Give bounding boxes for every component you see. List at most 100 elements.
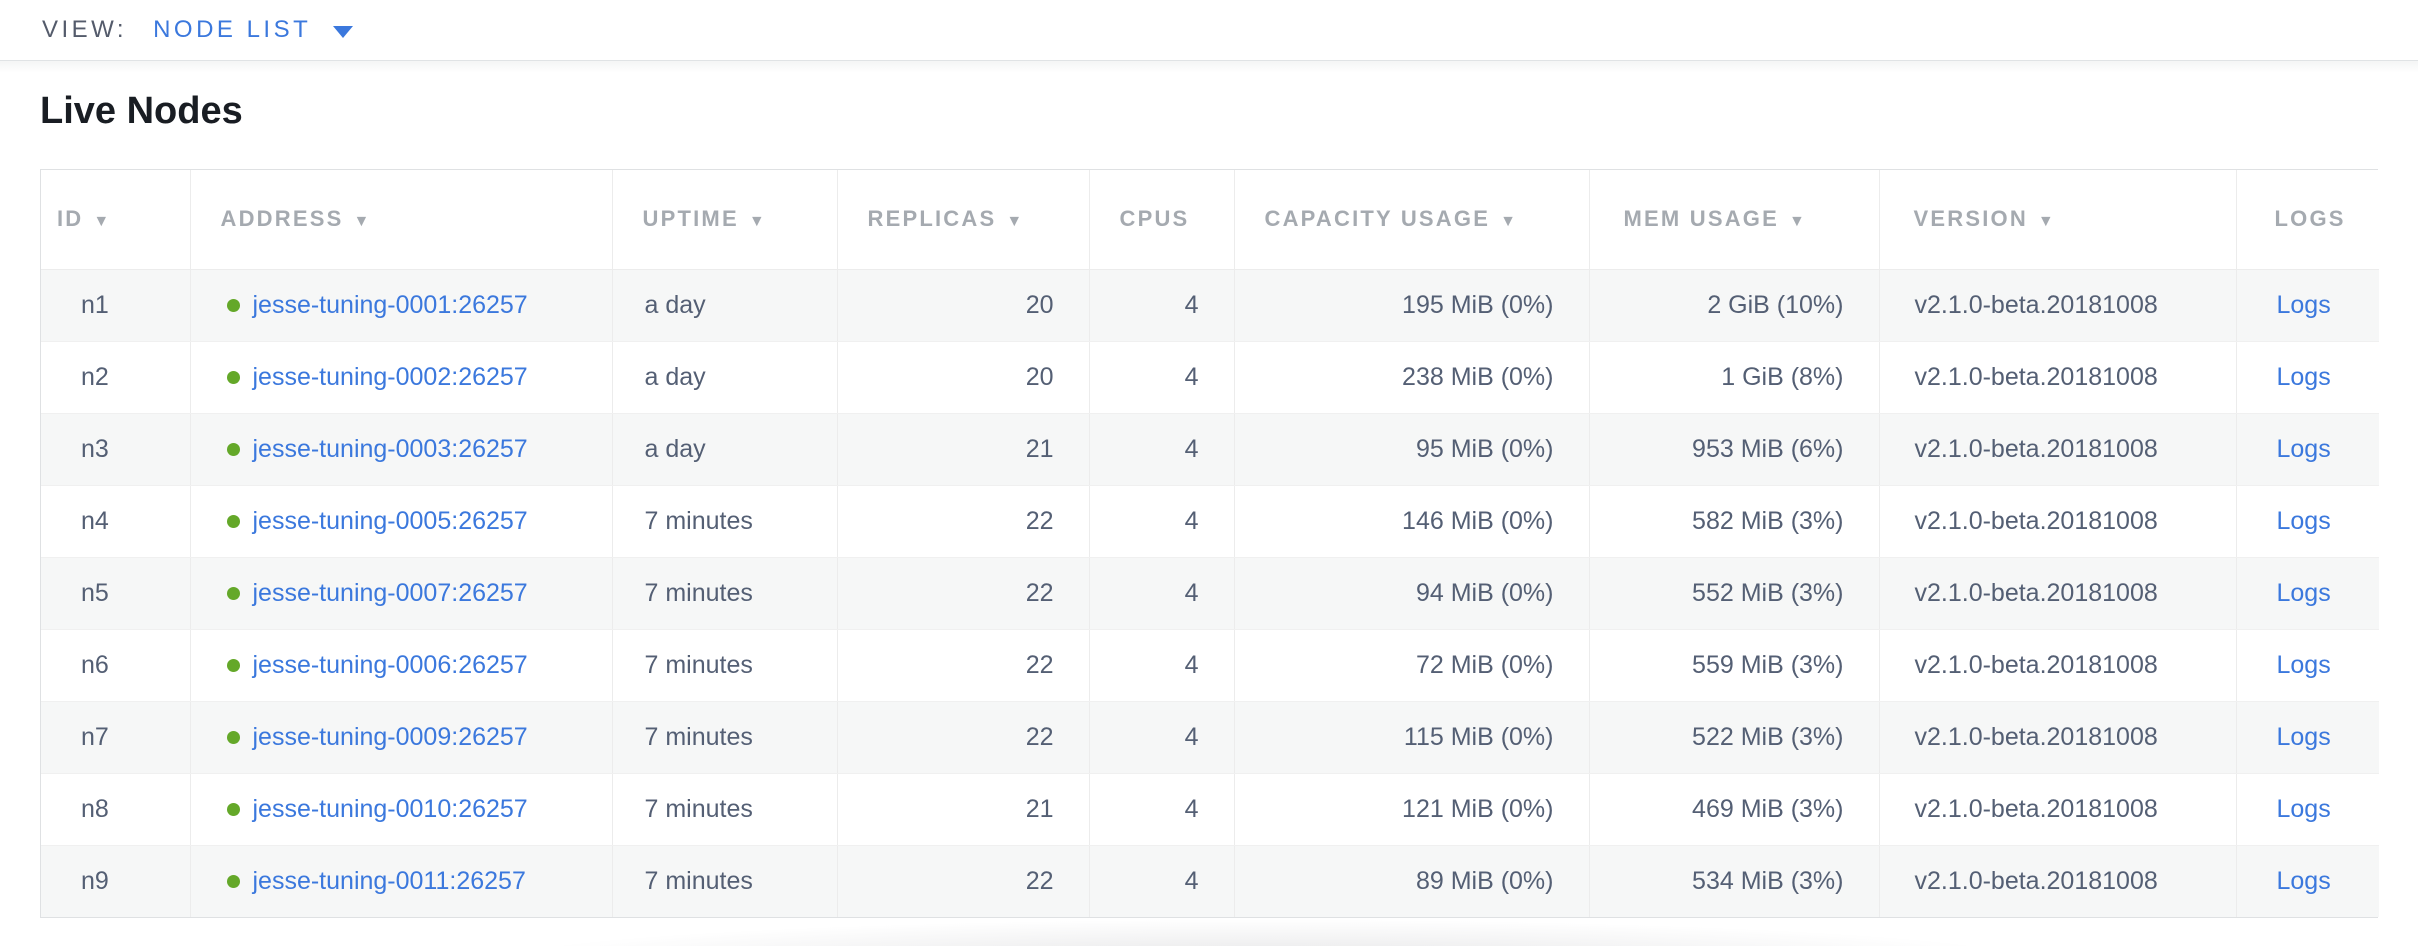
sort-desc-icon: ▼ [2037,213,2056,231]
node-replicas-cell: 21 [837,413,1090,486]
node-id-cell: n5 [41,557,191,630]
column-header-label: REPLICAS [867,206,997,232]
logs-link[interactable]: Logs [2276,650,2331,679]
node-uptime-cell: a day [612,341,838,414]
column-header-capacity-usage[interactable]: CAPACITY USAGE ▼ [1234,170,1590,270]
node-replicas-cell: 22 [837,701,1090,774]
node-logs-cell: Logs [2236,269,2379,342]
node-address-cell: jesse-tuning-0003:26257 [190,413,613,486]
node-replicas-cell: 20 [837,341,1090,414]
column-header-label: MEM USAGE [1623,206,1779,232]
table-header-row: ID ▼ ADDRESS ▼ UPTIME ▼ REPLICAS ▼ CPUS CAPA… [41,170,2379,270]
page-title: Live Nodes [40,90,243,132]
node-capacity-usage-cell: 146 MiB (0%) [1234,485,1590,558]
view-label: VIEW: [42,16,128,43]
node-id-cell: n9 [41,845,191,917]
node-capacity-usage-cell: 95 MiB (0%) [1234,413,1590,486]
nodes-table-body: n1 jesse-tuning-0001:26257 a day 20 4 19… [41,269,2379,917]
column-header-label: ADDRESS [220,206,344,232]
node-address-link[interactable]: jesse-tuning-0001:26257 [252,290,528,319]
node-address-link[interactable]: jesse-tuning-0007:26257 [252,578,528,607]
node-id-cell: n1 [41,269,191,342]
node-id-cell: n4 [41,485,191,558]
column-header-id[interactable]: ID ▼ [41,170,191,270]
logs-link[interactable]: Logs [2276,434,2331,463]
column-header-label: UPTIME [642,206,739,232]
sort-desc-icon: ▼ [353,213,372,231]
sort-desc-icon: ▼ [93,213,112,231]
logs-link[interactable]: Logs [2276,578,2331,607]
logs-link[interactable]: Logs [2276,866,2331,895]
node-version-cell: v2.1.0-beta.20181008 [1879,485,2237,558]
column-header-label: CAPACITY USAGE [1264,206,1491,232]
node-address-link[interactable]: jesse-tuning-0005:26257 [252,506,528,535]
view-dropdown-value: NODE LIST [153,16,312,43]
node-version-cell: v2.1.0-beta.20181008 [1879,629,2237,702]
node-address-link[interactable]: jesse-tuning-0010:26257 [252,794,528,823]
node-logs-cell: Logs [2236,773,2379,846]
node-mem-usage-cell: 522 MiB (3%) [1589,701,1880,774]
node-uptime-cell: a day [612,269,838,342]
node-live-status-dot-icon [226,730,240,744]
node-id-cell: n3 [41,413,191,486]
logs-link[interactable]: Logs [2276,794,2331,823]
table-row: n1 jesse-tuning-0001:26257 a day 20 4 19… [41,269,2379,342]
node-version-cell: v2.1.0-beta.20181008 [1879,773,2237,846]
node-mem-usage-cell: 2 GiB (10%) [1589,269,1880,342]
node-cpus-cell: 4 [1089,413,1235,486]
column-header-replicas[interactable]: REPLICAS ▼ [837,170,1090,270]
node-address-link[interactable]: jesse-tuning-0006:26257 [252,650,528,679]
node-replicas-cell: 22 [837,557,1090,630]
view-selector-bar: VIEW: NODE LIST [0,0,2418,61]
column-header-label: CPUS [1119,206,1190,232]
node-address-link[interactable]: jesse-tuning-0011:26257 [252,866,526,895]
sort-desc-icon: ▼ [1788,213,1808,231]
node-uptime-cell: 7 minutes [612,557,838,630]
logs-link[interactable]: Logs [2276,506,2331,535]
node-address-link[interactable]: jesse-tuning-0002:26257 [252,362,528,391]
sort-desc-icon: ▼ [748,213,767,231]
node-cpus-cell: 4 [1089,269,1235,342]
node-live-status-dot-icon [226,802,240,816]
column-header-address[interactable]: ADDRESS ▼ [190,170,613,270]
node-replicas-cell: 22 [837,485,1090,558]
logs-link[interactable]: Logs [2276,362,2331,391]
logs-link[interactable]: Logs [2276,290,2331,319]
view-dropdown[interactable]: NODE LIST [153,16,354,44]
node-capacity-usage-cell: 195 MiB (0%) [1234,269,1590,342]
node-cpus-cell: 4 [1089,845,1235,917]
topbar-divider-fade [0,61,2418,73]
logs-link[interactable]: Logs [2276,722,2331,751]
column-header-label: ID [57,206,84,232]
node-live-status-dot-icon [226,298,240,312]
node-mem-usage-cell: 552 MiB (3%) [1589,557,1880,630]
node-id-cell: n7 [41,701,191,774]
node-replicas-cell: 21 [837,773,1090,846]
node-mem-usage-cell: 559 MiB (3%) [1589,629,1880,702]
node-address-cell: jesse-tuning-0011:26257 [190,845,613,917]
node-logs-cell: Logs [2236,701,2379,774]
sort-desc-icon: ▼ [1500,213,1519,231]
table-row: n8 jesse-tuning-0010:26257 7 minutes 21 … [41,773,2379,846]
node-address-link[interactable]: jesse-tuning-0003:26257 [252,434,528,463]
node-live-status-dot-icon [226,514,240,528]
column-header-cpus[interactable]: CPUS [1089,170,1235,270]
node-live-status-dot-icon [226,442,240,456]
node-uptime-cell: 7 minutes [612,629,838,702]
node-live-status-dot-icon [226,586,240,600]
column-header-version[interactable]: VERSION ▼ [1879,170,2237,270]
table-row: n9 jesse-tuning-0011:26257 7 minutes 22 … [41,845,2379,917]
node-capacity-usage-cell: 94 MiB (0%) [1234,557,1590,630]
node-mem-usage-cell: 953 MiB (6%) [1589,413,1880,486]
node-version-cell: v2.1.0-beta.20181008 [1879,269,2237,342]
node-capacity-usage-cell: 89 MiB (0%) [1234,845,1590,917]
table-row: n4 jesse-tuning-0005:26257 7 minutes 22 … [41,485,2379,558]
node-replicas-cell: 20 [837,269,1090,342]
column-header-mem-usage[interactable]: MEM USAGE ▼ [1589,170,1880,270]
node-address-cell: jesse-tuning-0007:26257 [190,557,613,630]
node-cpus-cell: 4 [1089,485,1235,558]
node-live-status-dot-icon [226,658,240,672]
node-mem-usage-cell: 534 MiB (3%) [1589,845,1880,917]
column-header-uptime[interactable]: UPTIME ▼ [612,170,838,270]
node-address-link[interactable]: jesse-tuning-0009:26257 [252,722,528,751]
